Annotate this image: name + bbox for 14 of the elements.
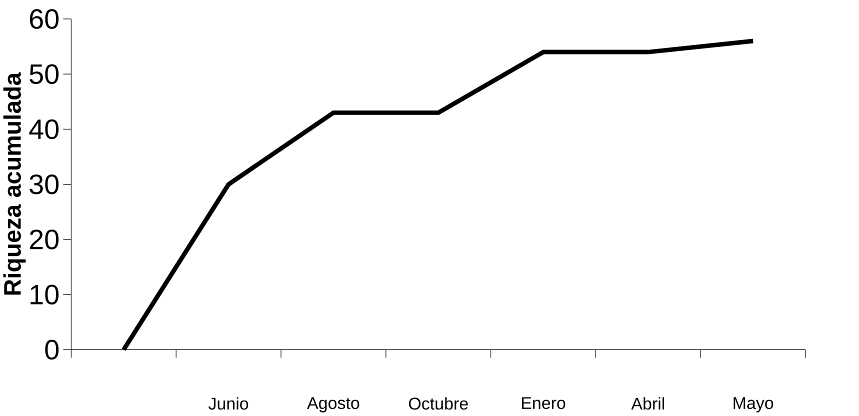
x-tick-label: Junio	[208, 397, 248, 410]
x-tick-label: Agosto	[307, 397, 360, 413]
y-tick-label: 20	[30, 230, 59, 250]
x-tick-label: Mayo	[734, 397, 774, 413]
y-tick-label: 50	[30, 64, 59, 84]
x-tick-label: Octubre	[408, 397, 468, 410]
y-axis-title: Riqueza acumulada	[3, 72, 26, 295]
y-tick-label: 60	[30, 9, 59, 30]
y-tick-label: 0	[45, 340, 59, 360]
x-tick-label: Enero	[522, 397, 566, 410]
x-tick-label: Abril	[631, 397, 664, 410]
y-tick-label: 40	[29, 119, 59, 140]
y-tick-label: 30	[30, 174, 59, 194]
y-tick-label: 10	[30, 284, 59, 305]
